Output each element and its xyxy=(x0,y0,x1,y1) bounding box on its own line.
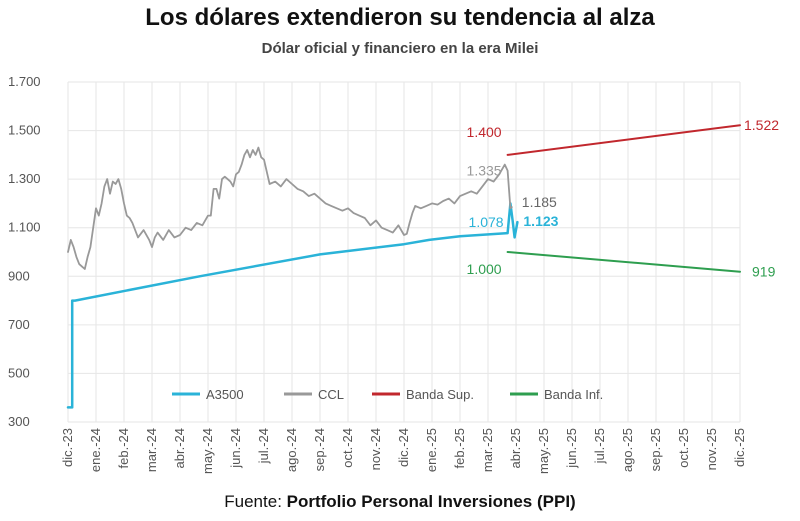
y-axis: 300 500 700 900 1.100 1.300 1.500 1.700 xyxy=(8,74,41,429)
source-prefix: Fuente: xyxy=(224,492,287,511)
data-label: 1.078 xyxy=(469,214,504,230)
y-tick-label: 300 xyxy=(8,414,30,429)
x-tick-label: jul.-25 xyxy=(592,428,607,464)
data-label: 1.000 xyxy=(467,261,502,277)
legend-label: Banda Inf. xyxy=(544,387,603,402)
x-tick-label: dic.-24 xyxy=(396,428,411,467)
x-tick-label: ago.-25 xyxy=(620,428,635,472)
legend-label: Banda Sup. xyxy=(406,387,474,402)
annotation-layer: 1.400 1.522 1.335 1.185 1.078 1.123 1.000 919 xyxy=(467,117,780,279)
data-label: 1.335 xyxy=(467,163,502,179)
x-tick-label: mar.-25 xyxy=(480,428,495,472)
x-tick-label: oct.-24 xyxy=(340,428,355,468)
chart-source: Fuente: Portfolio Personal Inversiones (… xyxy=(0,492,800,512)
x-tick-label: feb.-24 xyxy=(116,428,131,468)
y-tick-label: 1.500 xyxy=(8,123,41,138)
x-tick-label: abr.-24 xyxy=(172,428,187,468)
series-line-a3500 xyxy=(66,202,519,409)
x-tick-label: may.-24 xyxy=(200,428,215,474)
y-tick-label: 900 xyxy=(8,268,30,283)
legend-label: A3500 xyxy=(206,387,244,402)
x-tick-label: nov.-24 xyxy=(368,428,383,470)
x-tick-label: dic.-23 xyxy=(60,428,75,467)
series-line-banda-sup xyxy=(506,124,741,156)
data-label: 1.400 xyxy=(467,124,502,140)
data-label: 1.185 xyxy=(522,194,557,210)
x-tick-label: ene.-25 xyxy=(424,428,439,472)
y-tick-label: 500 xyxy=(8,365,30,380)
y-tick-label: 1.300 xyxy=(8,171,41,186)
data-label: 919 xyxy=(752,264,776,280)
y-tick-label: 1.100 xyxy=(8,220,41,235)
data-label: 1.522 xyxy=(744,117,779,133)
x-tick-label: ene.-24 xyxy=(88,428,103,472)
series-line-banda-inf xyxy=(506,251,741,273)
source-name: Portfolio Personal Inversiones (PPI) xyxy=(286,492,576,511)
x-tick-label: dic.-25 xyxy=(732,428,747,467)
x-tick-label: nov.-25 xyxy=(704,428,719,470)
series-layer xyxy=(66,124,741,409)
legend: A3500 CCL Banda Sup. Banda Inf. xyxy=(172,387,603,402)
x-tick-label: jun.-24 xyxy=(228,428,243,469)
x-tick-label: ago.-24 xyxy=(284,428,299,472)
x-tick-label: oct.-25 xyxy=(676,428,691,468)
x-tick-label: may.-25 xyxy=(536,428,551,474)
series-line-ccl xyxy=(67,146,513,270)
x-tick-label: jul.-24 xyxy=(256,428,271,464)
x-tick-label: mar.-24 xyxy=(144,428,159,472)
data-label: 1.123 xyxy=(523,213,558,229)
chart-subtitle: Dólar oficial y financiero en la era Mil… xyxy=(261,40,539,57)
y-tick-label: 700 xyxy=(8,317,30,332)
y-tick-label: 1.700 xyxy=(8,74,41,89)
grid-layer xyxy=(67,81,741,423)
x-axis: dic.-23 ene.-24 feb.-24 mar.-24 abr.-24 may.-… xyxy=(60,428,747,474)
x-tick-label: abr.-25 xyxy=(508,428,523,468)
x-tick-label: sep.-24 xyxy=(312,428,327,471)
x-tick-label: feb.-25 xyxy=(452,428,467,468)
chart-title: Los dólares extendieron su tendencia al … xyxy=(145,4,655,31)
x-tick-label: jun.-25 xyxy=(564,428,579,469)
legend-label: CCL xyxy=(318,387,344,402)
x-tick-label: sep.-25 xyxy=(648,428,663,471)
